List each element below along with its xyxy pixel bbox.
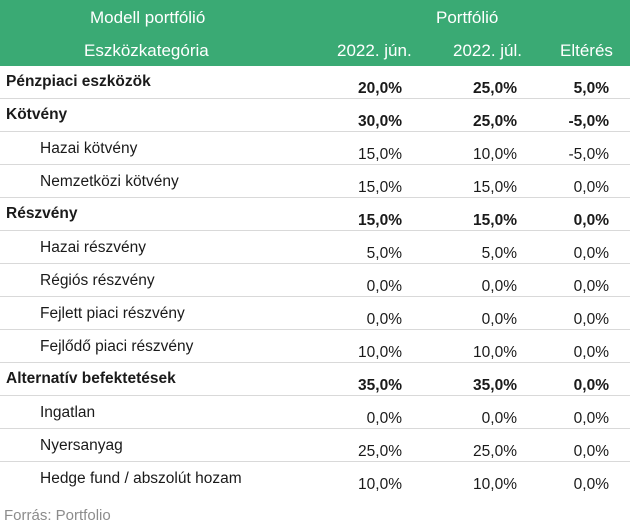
- june-value: 30,0%: [358, 113, 402, 130]
- row-label: Hazai részvény: [40, 239, 146, 256]
- july-value: 0,0%: [481, 311, 517, 328]
- july-value: 25,0%: [473, 443, 517, 460]
- july-value: 15,0%: [473, 212, 517, 229]
- july-value: 5,0%: [481, 245, 517, 262]
- difference-value: 0,0%: [573, 476, 609, 493]
- july-value: 0,0%: [481, 410, 517, 427]
- category-column-header: Eszközkategória: [84, 41, 209, 60]
- difference-value: 5,0%: [573, 80, 609, 97]
- row-label: Kötvény: [6, 106, 68, 123]
- july-value: 15,0%: [473, 179, 517, 196]
- row-label: Ingatlan: [40, 404, 96, 421]
- july-column-header: 2022. júl.: [453, 41, 522, 60]
- subcategory-row: Fejlett piaci részvény 0,0% 0,0% 0,0%: [0, 297, 630, 330]
- allocation-table-body: Pénzpiaci eszközök 20,0% 25,0% 5,0% Kötvény 3…: [0, 66, 630, 495]
- subcategory-row: Fejlődő piaci részvény 10,0% 10,0% 0,0%: [0, 330, 630, 363]
- june-value: 25,0%: [358, 443, 402, 460]
- june-value: 0,0%: [366, 311, 402, 328]
- difference-value: -5,0%: [568, 113, 610, 130]
- june-column-header: 2022. jún.: [337, 41, 412, 60]
- row-label: Hedge fund / abszolút hozam: [40, 470, 242, 487]
- row-label: Fejlődő piaci részvény: [40, 338, 194, 355]
- row-label: Részvény: [6, 205, 78, 222]
- category-row: Alternatív befektetések 35,0% 35,0% 0,0%: [0, 363, 630, 396]
- july-value: 35,0%: [473, 377, 517, 394]
- july-value: 10,0%: [473, 146, 517, 163]
- portfolio-title: Portfólió: [436, 8, 499, 27]
- july-value: 25,0%: [473, 80, 517, 97]
- difference-value: 0,0%: [573, 443, 609, 460]
- july-value: 10,0%: [473, 476, 517, 493]
- june-value: 15,0%: [358, 146, 402, 163]
- row-label: Alternatív befektetések: [6, 370, 176, 387]
- difference-value: 0,0%: [573, 278, 609, 295]
- row-label: Hazai kötvény: [40, 140, 138, 157]
- difference-value: 0,0%: [573, 311, 609, 328]
- june-value: 10,0%: [358, 476, 402, 493]
- category-row: Kötvény 30,0% 25,0% -5,0%: [0, 99, 630, 132]
- difference-value: 0,0%: [573, 245, 609, 262]
- category-row: Pénzpiaci eszközök 20,0% 25,0% 5,0%: [0, 66, 630, 99]
- july-value: 10,0%: [473, 344, 517, 361]
- june-value: 5,0%: [366, 245, 402, 262]
- difference-value: 0,0%: [573, 344, 609, 361]
- row-label: Nemzetközi kötvény: [40, 173, 179, 190]
- subcategory-row: Nyersanyag 25,0% 25,0% 0,0%: [0, 429, 630, 462]
- june-value: 15,0%: [358, 212, 402, 229]
- model-portfolio-title: Modell portfólió: [90, 8, 206, 27]
- difference-value: 0,0%: [573, 212, 609, 229]
- subcategory-row: Ingatlan 0,0% 0,0% 0,0%: [0, 396, 630, 429]
- subcategory-row: Hedge fund / abszolút hozam 10,0% 10,0% 0,0…: [0, 462, 630, 495]
- difference-value: -5,0%: [568, 146, 610, 163]
- row-label: Fejlett piaci részvény: [40, 305, 185, 322]
- difference-column-header: Eltérés: [560, 41, 613, 60]
- june-value: 15,0%: [358, 179, 402, 196]
- difference-value: 0,0%: [573, 179, 609, 196]
- june-value: 10,0%: [358, 344, 402, 361]
- category-row: Részvény 15,0% 15,0% 0,0%: [0, 198, 630, 231]
- table-header: Modell portfólió Eszközkategória Portfól…: [0, 0, 630, 66]
- row-label: Nyersanyag: [40, 437, 123, 454]
- difference-value: 0,0%: [573, 410, 609, 427]
- subcategory-row: Hazai részvény 5,0% 5,0% 0,0%: [0, 231, 630, 264]
- july-value: 0,0%: [481, 278, 517, 295]
- row-label: Régiós részvény: [40, 272, 155, 289]
- subcategory-row: Hazai kötvény 15,0% 10,0% -5,0%: [0, 132, 630, 165]
- july-value: 25,0%: [473, 113, 517, 130]
- june-value: 0,0%: [366, 410, 402, 427]
- june-value: 20,0%: [358, 80, 402, 97]
- row-label: Pénzpiaci eszközök: [6, 73, 151, 90]
- june-value: 35,0%: [358, 377, 402, 394]
- subcategory-row: Régiós részvény 0,0% 0,0% 0,0%: [0, 264, 630, 297]
- june-value: 0,0%: [366, 278, 402, 295]
- source-note: Forrás: Portfolio: [4, 507, 111, 524]
- subcategory-row: Nemzetközi kötvény 15,0% 15,0% 0,0%: [0, 165, 630, 198]
- difference-value: 0,0%: [573, 377, 609, 394]
